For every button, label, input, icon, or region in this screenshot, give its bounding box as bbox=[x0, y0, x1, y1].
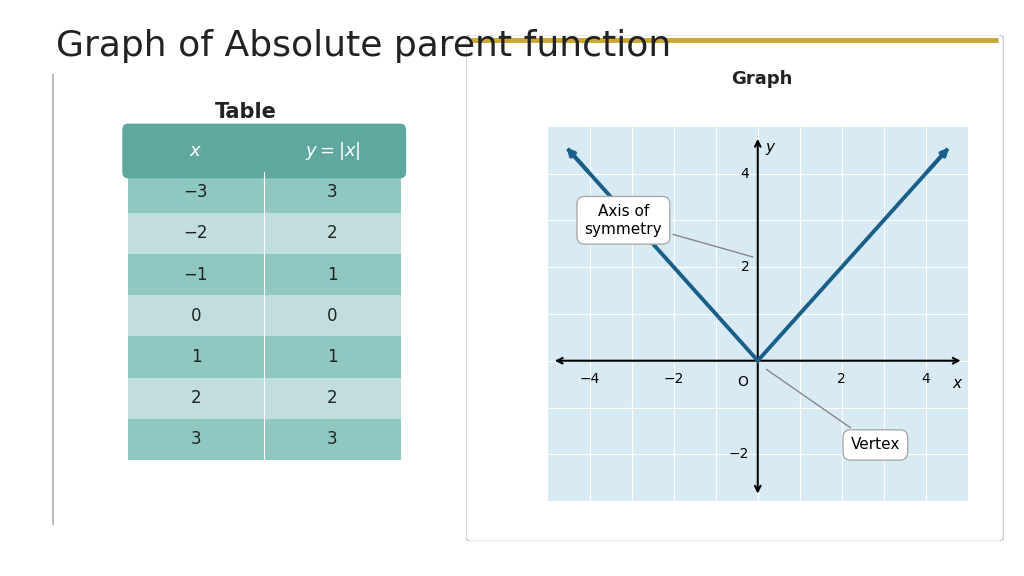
Text: 3: 3 bbox=[327, 183, 338, 202]
Text: 4: 4 bbox=[740, 166, 750, 180]
Text: 0: 0 bbox=[327, 307, 338, 325]
Text: 2: 2 bbox=[327, 225, 338, 242]
Bar bbox=[128, 213, 400, 254]
Text: Axis of
symmetry: Axis of symmetry bbox=[585, 204, 753, 257]
Text: 4: 4 bbox=[922, 373, 930, 386]
Bar bbox=[128, 336, 400, 377]
Text: Vertex: Vertex bbox=[766, 369, 900, 453]
FancyBboxPatch shape bbox=[122, 124, 407, 179]
Text: 2: 2 bbox=[190, 389, 202, 407]
Text: x: x bbox=[952, 376, 962, 391]
Text: $x$: $x$ bbox=[189, 142, 203, 160]
Text: y: y bbox=[765, 140, 774, 155]
Text: O: O bbox=[737, 375, 749, 389]
Text: −2: −2 bbox=[729, 448, 750, 461]
Text: 2: 2 bbox=[838, 373, 846, 386]
Text: Graph of Absolute parent function: Graph of Absolute parent function bbox=[56, 29, 672, 63]
Text: 2: 2 bbox=[740, 260, 750, 274]
Text: −2: −2 bbox=[183, 225, 208, 242]
Bar bbox=[128, 172, 400, 213]
Text: −3: −3 bbox=[183, 183, 208, 202]
Text: 3: 3 bbox=[327, 430, 338, 448]
Text: −2: −2 bbox=[664, 373, 684, 386]
Bar bbox=[128, 377, 400, 419]
Bar bbox=[128, 254, 400, 295]
Text: 0: 0 bbox=[190, 307, 202, 325]
Bar bbox=[128, 419, 400, 460]
Bar bbox=[128, 295, 400, 336]
Text: 1: 1 bbox=[327, 348, 338, 366]
Text: 1: 1 bbox=[190, 348, 202, 366]
Text: 1: 1 bbox=[327, 266, 338, 283]
Text: $y = |x|$: $y = |x|$ bbox=[304, 140, 360, 162]
Text: 3: 3 bbox=[190, 430, 202, 448]
Text: Table: Table bbox=[215, 102, 276, 122]
Text: 2: 2 bbox=[327, 389, 338, 407]
Text: −1: −1 bbox=[183, 266, 208, 283]
FancyBboxPatch shape bbox=[466, 35, 1004, 541]
Text: −4: −4 bbox=[580, 373, 600, 386]
Text: Graph: Graph bbox=[731, 70, 793, 88]
